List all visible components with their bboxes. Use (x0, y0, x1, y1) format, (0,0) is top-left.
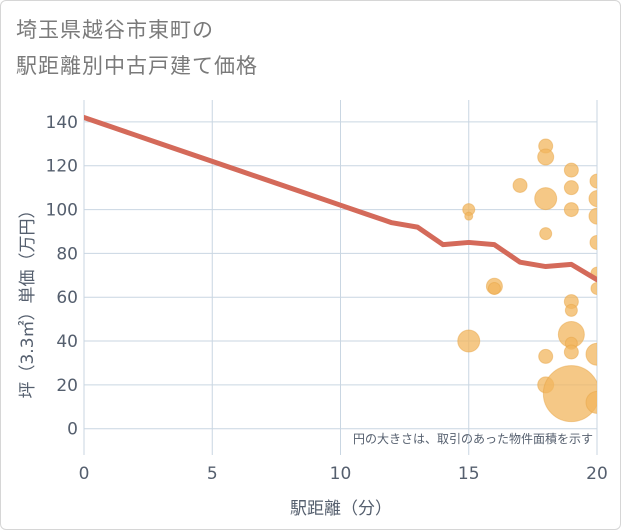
tick-layer: 0 20 40 60 80 100 120 140 0 5 10 15 20 (46, 113, 608, 484)
bubble-point (537, 148, 555, 166)
bubble-point (589, 234, 597, 250)
x-tick-label: 0 (79, 464, 90, 484)
bubble-point (590, 281, 597, 295)
x-tick-label: 15 (458, 464, 480, 484)
x-tick-label: 20 (586, 464, 608, 484)
x-tick-label: 5 (207, 464, 218, 484)
x-axis-label: 駅距離（分） (290, 499, 392, 519)
y-tick-label: 20 (56, 376, 78, 396)
y-tick-label: 60 (56, 288, 78, 308)
bubble-point (563, 202, 579, 218)
bubble-point (589, 173, 597, 189)
x-tick-label: 10 (330, 464, 352, 484)
y-tick-label: 0 (67, 420, 78, 440)
line-layer (84, 115, 597, 283)
bubble-point (539, 227, 553, 241)
bubble-point (464, 211, 474, 221)
y-tick-label: 80 (56, 244, 78, 264)
bubble-point (542, 365, 597, 423)
bubble-point (534, 187, 558, 211)
bubble-point (563, 162, 579, 178)
y-tick-label: 120 (46, 157, 78, 177)
chart-title-line-1: 埼玉県越谷市東町の (16, 18, 214, 42)
bubble-point (585, 390, 597, 414)
bubble-point (564, 303, 578, 317)
bubble-point (538, 348, 554, 364)
bubble-point (512, 177, 528, 193)
bubble-point (457, 329, 481, 353)
chart-title-line-2: 駅距離別中古戸建て価格 (16, 54, 258, 78)
bubble-point (588, 190, 597, 208)
grid-layer (83, 100, 598, 455)
bubble-point (563, 180, 579, 196)
y-axis-label: 坪（3.3㎡）単価（万円） (18, 201, 38, 398)
bubble-point (487, 281, 501, 295)
average-price-line (84, 115, 597, 283)
annotation-text: 円の大きさは、取引のあった物件面積を示す (353, 431, 593, 446)
bubble-point (563, 344, 579, 360)
y-tick-label: 40 (56, 332, 78, 352)
y-tick-label: 140 (46, 113, 78, 133)
bubble-point (588, 207, 597, 225)
bubble-point (585, 342, 597, 366)
bubble-layer (457, 138, 597, 423)
y-tick-label: 100 (46, 201, 78, 221)
chart-title: 埼玉県越谷市東町の 駅距離別中古戸建て価格 (16, 12, 258, 84)
